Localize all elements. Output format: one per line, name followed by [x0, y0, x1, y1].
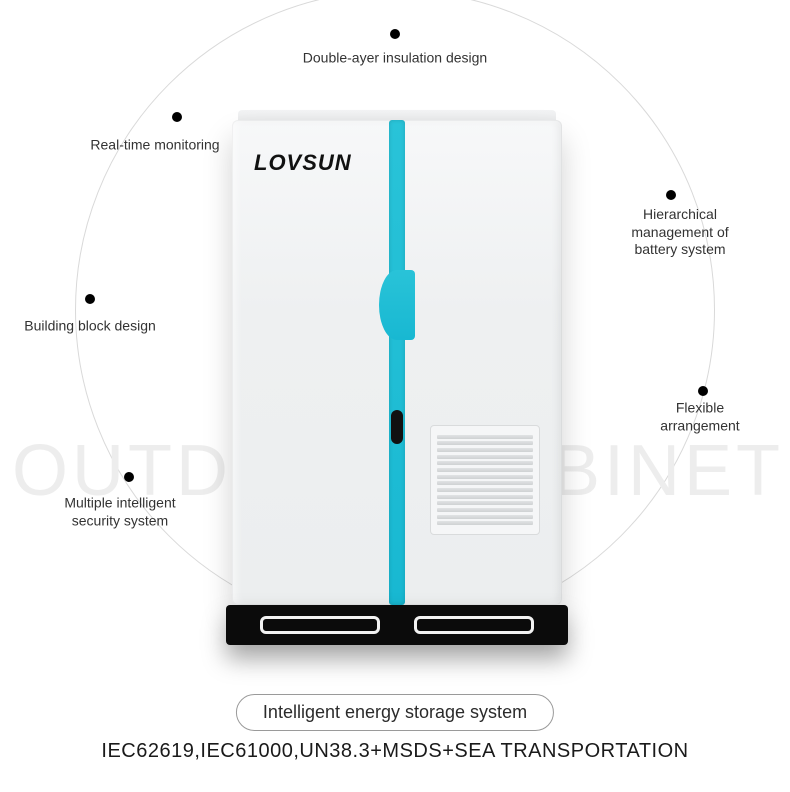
product-cabinet: LOVSUN [232, 110, 562, 645]
vent-slat [437, 435, 533, 439]
callout-label-double-layer: Double-ayer insulation design [303, 49, 487, 67]
forklift-slot-right [414, 616, 534, 634]
callout-label-building-block: Building block design [24, 317, 156, 335]
callout-label-multiple-intelligent: Multiple intelligent security system [64, 495, 175, 530]
callout-dot-multiple-intelligent [124, 472, 134, 482]
vent-slat [437, 495, 533, 499]
vent-slat [437, 521, 533, 525]
vent-slat [437, 455, 533, 459]
callout-label-flexible-arrangement: Flexible arrangement [655, 400, 745, 435]
vent-slat [437, 481, 533, 485]
vent-slat [437, 508, 533, 512]
infographic-stage: OUTD BINET LOVSUN Double-ayer insulation… [0, 0, 790, 792]
forklift-slot-left [260, 616, 380, 634]
vent-slat [437, 441, 533, 445]
ventilation-grille [430, 425, 540, 535]
ghost-text-right: BINET [552, 430, 784, 512]
callout-label-hierarchical-mgmt: Hierarchical management of battery syste… [625, 206, 735, 259]
callout-dot-real-time-monitoring [172, 112, 182, 122]
vent-slat [437, 468, 533, 472]
brand-logo: LOVSUN [254, 150, 352, 176]
cabinet-center-strip [389, 120, 405, 605]
vent-slat [437, 501, 533, 505]
callout-dot-flexible-arrangement [698, 386, 708, 396]
door-handle [391, 410, 403, 444]
callout-dot-double-layer [390, 29, 400, 39]
certifications-line: IEC62619,IEC61000,UN38.3+MSDS+SEA TRANSP… [101, 740, 688, 763]
vent-slat [437, 488, 533, 492]
callout-dot-building-block [85, 294, 95, 304]
callout-label-real-time-monitoring: Real-time monitoring [90, 136, 219, 154]
vent-slat [437, 475, 533, 479]
callout-dot-hierarchical-mgmt [666, 190, 676, 200]
summary-pill: Intelligent energy storage system [236, 694, 554, 731]
vent-slat [437, 461, 533, 465]
vent-slat [437, 515, 533, 519]
center-strip-notch [379, 270, 415, 340]
cabinet-base [226, 605, 568, 645]
vent-slat [437, 448, 533, 452]
